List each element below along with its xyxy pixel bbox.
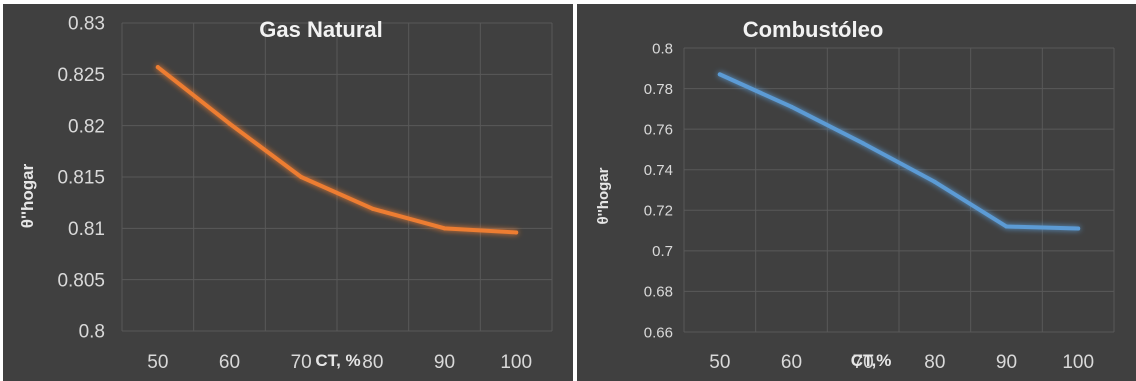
gas-natural-chart: 0.8 0.805 0.81 0.815 0.82 0.825 0.83 50 60 70 80 90…: [18, 14, 553, 373]
y-tick-label: 0.72: [644, 203, 673, 220]
x-tick-label: 100: [500, 352, 532, 373]
x-tick-label: 50: [709, 352, 730, 373]
chart-panel-gas-natural: 0.8 0.805 0.81 0.815 0.82 0.825 0.83 50 60 70 80 90…: [3, 4, 573, 381]
y-tick-label: 0.8: [79, 322, 105, 343]
y-tick-label: 0.81: [68, 219, 105, 240]
data-point: [932, 179, 937, 184]
y-tick-label: 0.815: [57, 168, 105, 189]
x-tick-label: 70: [291, 352, 312, 373]
data-point: [1076, 226, 1081, 231]
x-tick-label: 60: [781, 352, 802, 373]
x-tick-label: 100: [1062, 352, 1094, 373]
y-tick-label: 0.68: [644, 284, 673, 301]
y-tick-label: 0.74: [644, 162, 673, 179]
series-line: [717, 72, 1081, 231]
x-tick-label: 50: [147, 352, 168, 373]
x-axis-label: CT,%: [851, 351, 892, 370]
data-point: [227, 121, 232, 126]
data-point: [514, 230, 519, 235]
data-point: [789, 104, 794, 109]
x-tick-label: 60: [219, 352, 240, 373]
data-point: [370, 206, 375, 211]
chart-title: Gas Natural: [259, 17, 383, 42]
data-point: [1004, 224, 1009, 229]
y-tick-label: 0.66: [644, 324, 673, 341]
combustoleo-chart: 0.66 0.68 0.7 0.72 0.74 0.76 0.78 0.8 50 60 70 80 90…: [595, 17, 1115, 373]
chart-panel-combustoleo: 0.66 0.68 0.7 0.72 0.74 0.76 0.78 0.8 50 60 70 80 90…: [577, 4, 1136, 381]
data-point: [155, 65, 160, 70]
chart-title: Combustóleo: [743, 17, 884, 42]
y-tick-label: 0.8: [652, 40, 673, 57]
x-tick-label: 70: [853, 352, 874, 373]
y-tick-label: 0.82: [68, 116, 105, 137]
y-tick-label: 0.83: [68, 14, 105, 35]
data-point: [861, 141, 866, 146]
y-tick-label: 0.805: [57, 270, 105, 291]
y-tick-label: 0.78: [644, 81, 673, 98]
series-line: [155, 65, 519, 235]
x-tick-label: 90: [996, 352, 1017, 373]
y-axis-label: θ''hogar: [18, 163, 37, 228]
x-tick-label: 80: [362, 352, 383, 373]
y-tick-label: 0.825: [57, 65, 105, 86]
x-tick-label: 90: [434, 352, 455, 373]
y-axis-label: θ''hogar: [595, 167, 612, 224]
data-point: [717, 72, 722, 77]
x-tick-label: 80: [924, 352, 945, 373]
data-point: [299, 175, 304, 179]
x-axis-label: CT, %: [315, 351, 360, 370]
y-tick-label: 0.7: [652, 243, 673, 260]
y-tick-label: 0.76: [644, 121, 673, 138]
data-point: [442, 226, 447, 231]
